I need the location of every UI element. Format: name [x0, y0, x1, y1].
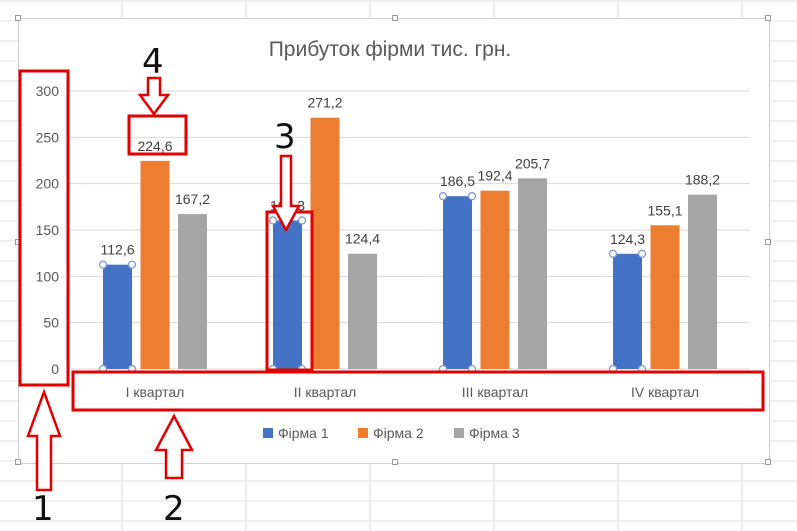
gridlines	[70, 90, 750, 370]
selection-handle[interactable]	[127, 260, 137, 269]
bar-value-label[interactable]: 124,4	[345, 231, 380, 247]
x-tick-label: II квартал	[294, 384, 357, 400]
bar[interactable]	[273, 220, 302, 369]
y-tick-label: 100	[36, 268, 60, 284]
callout-number-2: 2	[163, 489, 185, 529]
selection-handle[interactable]	[297, 216, 307, 225]
selection-handle[interactable]	[637, 364, 647, 374]
y-tick-label: 150	[36, 222, 60, 238]
legend-label[interactable]: Фірма 2	[373, 425, 424, 441]
bar[interactable]	[103, 264, 132, 369]
data-labels: 112,6 224,6 167,2 160,3 271,2 124,4 186,5 192,4…	[101, 95, 721, 258]
legend-swatch	[263, 428, 273, 438]
y-tick-label: 0	[51, 361, 59, 377]
bar-value-label[interactable]: 224,6	[137, 138, 172, 154]
selection-handle[interactable]	[268, 216, 278, 225]
bar-value-label[interactable]: 186,5	[440, 173, 475, 189]
bar-value-label[interactable]: 192,4	[477, 168, 512, 184]
resize-handle-bottom-left[interactable]	[15, 459, 21, 465]
resize-handle-top[interactable]	[392, 15, 398, 21]
y-tick-label: 300	[36, 83, 60, 99]
bar-value-label[interactable]: 167,2	[175, 191, 210, 207]
chart-title[interactable]: Прибуток фірми тис. грн.	[269, 38, 512, 61]
bar[interactable]	[518, 178, 547, 369]
resize-handle-top-right[interactable]	[765, 15, 771, 21]
x-tick-label: III квартал	[462, 384, 528, 400]
y-tick-label: 200	[36, 176, 60, 192]
selection-handle[interactable]	[98, 364, 108, 374]
bar[interactable]	[348, 253, 377, 369]
legend-label[interactable]: Фірма 3	[469, 425, 520, 441]
callout-number-1: 1	[32, 489, 54, 529]
resize-handle-top-left[interactable]	[15, 15, 21, 21]
selection-handle[interactable]	[637, 249, 647, 258]
x-tick-label: I квартал	[126, 384, 185, 400]
bar[interactable]	[443, 196, 472, 369]
bar-value-label[interactable]: 155,1	[647, 202, 682, 218]
bar[interactable]	[650, 225, 680, 369]
resize-handle-bottom-right[interactable]	[765, 459, 771, 465]
callout-number-4: 4	[142, 42, 164, 82]
bar[interactable]	[140, 160, 170, 369]
bar-value-label[interactable]: 160,3	[270, 197, 305, 213]
bar-value-label[interactable]: 124,3	[610, 231, 645, 247]
bars-group	[103, 117, 717, 369]
legend[interactable]: Фірма 1 Фірма 2 Фірма 3	[263, 425, 520, 441]
bar[interactable]	[178, 214, 207, 369]
y-tick-label: 250	[36, 129, 60, 145]
bar[interactable]	[613, 253, 642, 369]
selection-handle[interactable]	[268, 364, 278, 374]
selection-handle[interactable]	[608, 249, 618, 258]
selection-handle[interactable]	[608, 364, 618, 374]
resize-handle-bottom[interactable]	[392, 459, 398, 465]
selection-handle[interactable]	[467, 364, 477, 374]
legend-swatch	[454, 428, 464, 438]
callout-number-3: 3	[274, 117, 296, 157]
bar-value-label[interactable]: 188,2	[685, 172, 720, 188]
selection-handle[interactable]	[98, 260, 108, 269]
resize-handle-right[interactable]	[765, 239, 771, 245]
category-axis[interactable]: I квартал II квартал III квартал IV квартал	[126, 384, 699, 400]
legend-swatch	[358, 428, 368, 438]
selection-handle[interactable]	[438, 364, 448, 374]
bar-value-label[interactable]: 112,6	[101, 242, 135, 258]
selection-handle[interactable]	[127, 364, 137, 374]
selection-handle[interactable]	[467, 192, 477, 201]
bar-value-label[interactable]: 271,2	[307, 95, 342, 111]
y-tick-label: 50	[43, 315, 59, 331]
value-axis[interactable]: 0 50 100 150 200 250 300	[36, 83, 60, 377]
bar-value-label[interactable]: 205,7	[515, 155, 550, 171]
selection-handle[interactable]	[438, 192, 448, 201]
x-tick-label: IV квартал	[631, 384, 699, 400]
selection-handle[interactable]	[297, 364, 307, 374]
bar[interactable]	[480, 190, 510, 369]
bar[interactable]	[310, 117, 340, 369]
bar[interactable]	[688, 194, 717, 369]
legend-label[interactable]: Фірма 1	[278, 425, 329, 441]
